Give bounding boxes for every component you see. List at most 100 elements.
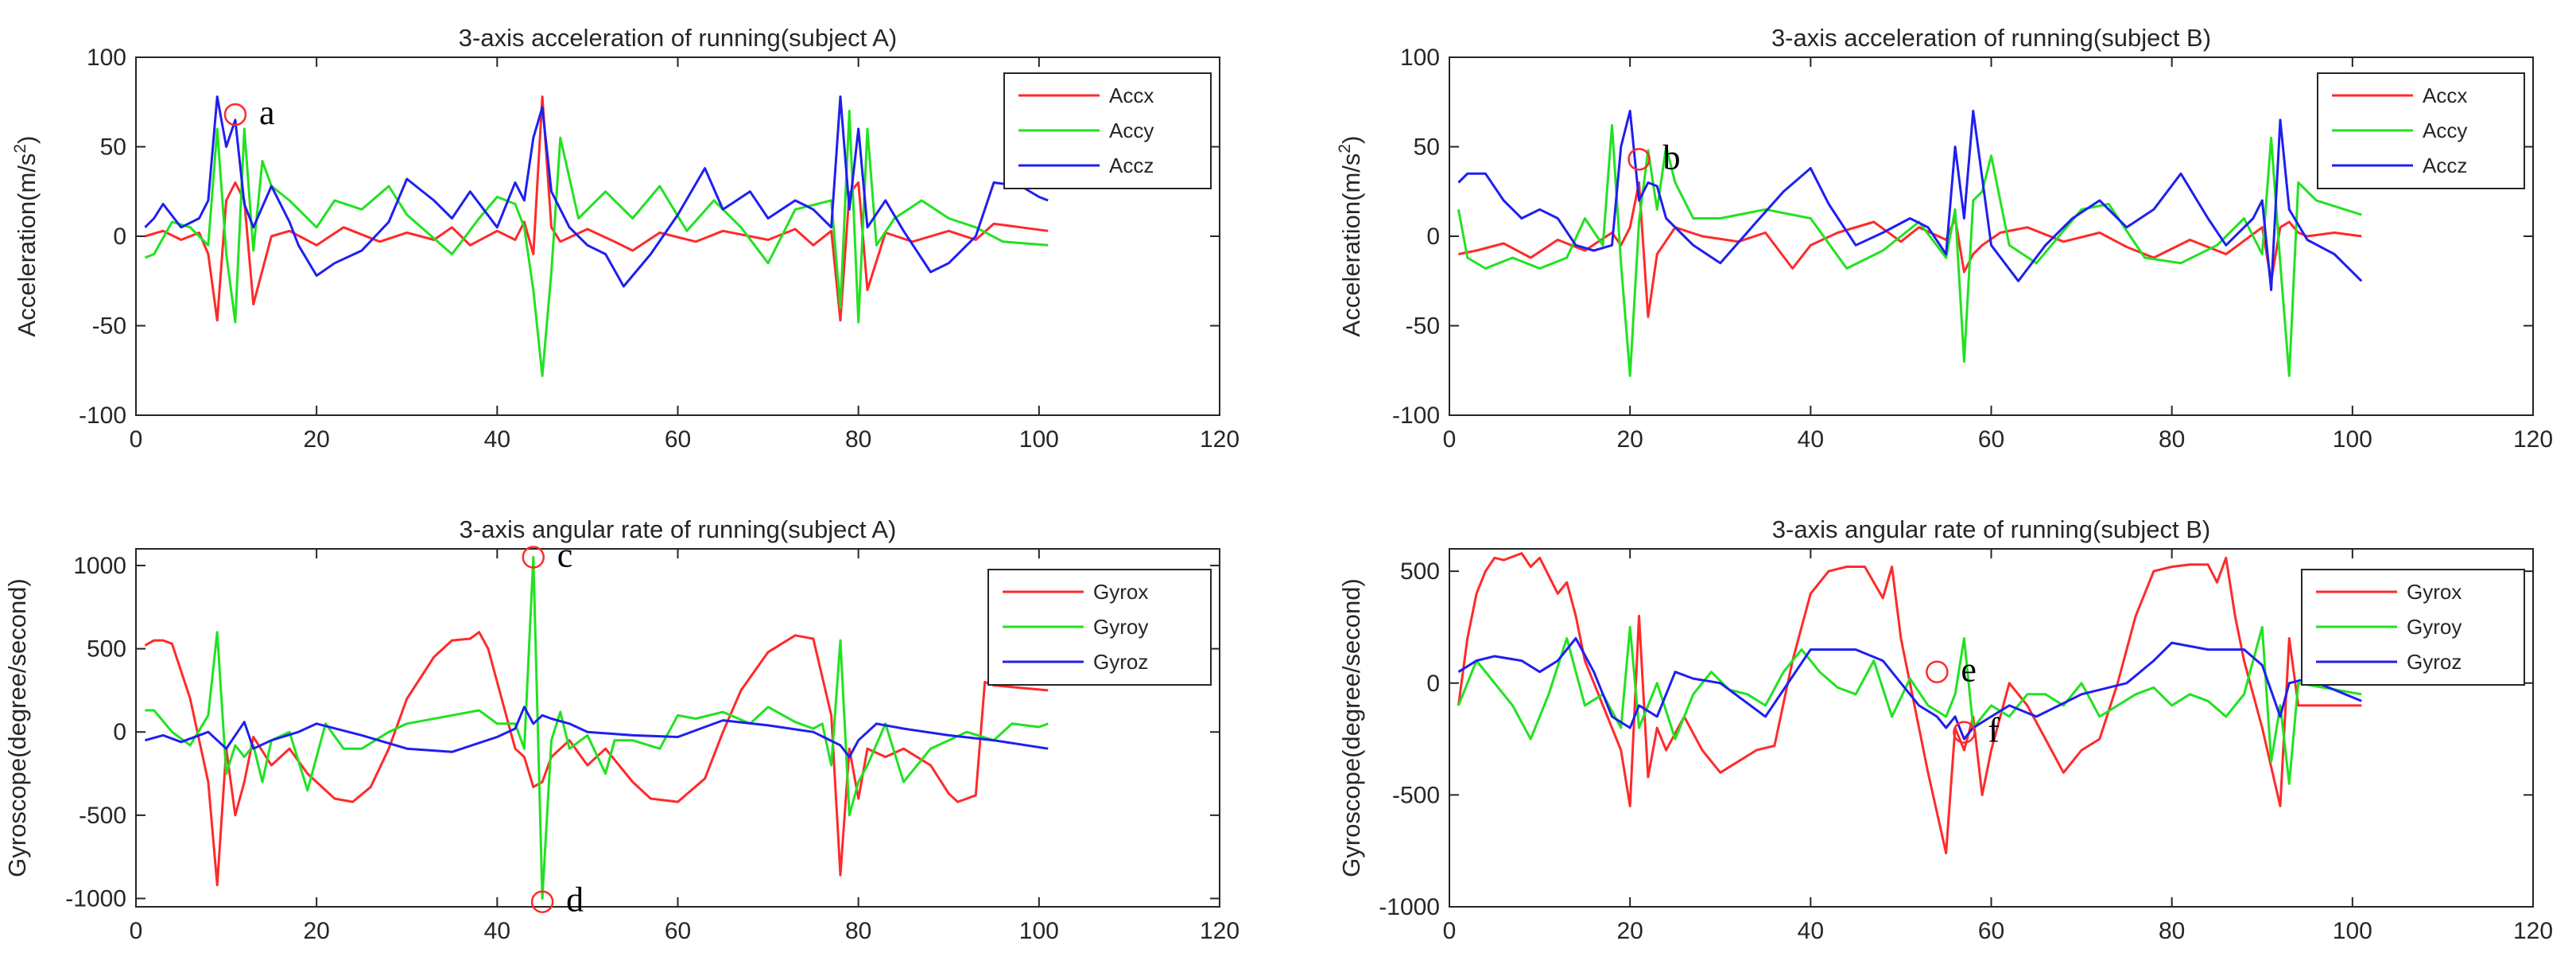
y-axis-label-main: Acceleration(m/s — [1337, 154, 1365, 337]
y-axis-label: Gyroscope(degree/second) — [1337, 578, 1365, 877]
legend-label-accz: Accz — [2423, 154, 2467, 177]
y-axis-label: Acceleration(m/s2) — [11, 136, 41, 337]
x-tick-label: 80 — [2159, 426, 2185, 453]
series-line-gyroz — [144, 706, 1049, 759]
legend-label-accy: Accy — [2423, 119, 2467, 142]
y-tick-label: -50 — [1406, 313, 1440, 340]
y-tick-label: -100 — [79, 402, 126, 429]
x-tick-label: 80 — [2159, 918, 2185, 944]
x-tick-label: 80 — [845, 918, 871, 944]
x-tick-label: 0 — [1443, 918, 1457, 944]
annotation-marker-c — [522, 546, 545, 569]
annotation-label-c: c — [557, 535, 573, 574]
y-axis-label: Acceleration(m/s2) — [1336, 136, 1365, 337]
legend-label-gyroz: Gyroz — [2407, 650, 2462, 674]
x-tick-label: 100 — [1019, 918, 1059, 944]
annotation-marker-b — [1627, 148, 1651, 171]
annotation-label-d: d — [566, 881, 584, 920]
x-tick-label: 60 — [1978, 426, 2004, 453]
y-tick-label: 500 — [1400, 558, 1440, 585]
chart-panel-3: 0 20 40 60 80 100 120 1000 500 0 -500 -1000 3-axis a… — [3, 515, 1240, 944]
y-tick-label: -1000 — [1379, 894, 1440, 920]
series-line-accy — [144, 110, 1049, 377]
y-tick-label: 100 — [87, 45, 126, 71]
x-tick-label: 0 — [130, 918, 143, 944]
chart-panel-1: 0 20 40 60 80 100 120 100 50 0 -50 -100 3-axis accel… — [11, 24, 1240, 453]
legend-label-gyrox: Gyrox — [1093, 580, 1148, 604]
annotation-label-b: b — [1663, 138, 1681, 177]
y-tick-label: -500 — [1392, 782, 1440, 808]
series-line-accy — [1457, 124, 2362, 377]
x-tick-label: 20 — [303, 426, 329, 453]
x-tick-label: 120 — [1200, 426, 1240, 453]
y-tick-label: 1000 — [73, 553, 126, 579]
x-tick-label: 60 — [665, 426, 691, 453]
x-tick-label: 100 — [2333, 426, 2372, 453]
y-tick-label: 50 — [100, 134, 126, 161]
series-line-gyrox — [144, 631, 1049, 887]
x-tick-label: 120 — [2513, 426, 2553, 453]
y-tick-label: 50 — [1414, 134, 1440, 161]
x-tick-label: 20 — [303, 918, 329, 944]
x-tick-label: 0 — [130, 426, 143, 453]
chart-panel-4: 0 20 40 60 80 100 120 500 0 -500 -1000 3-axis angul… — [1337, 515, 2553, 944]
x-tick-label: 60 — [665, 918, 691, 944]
legend-label-accz: Accz — [1109, 154, 1154, 177]
y-tick-label: -1000 — [65, 886, 126, 912]
chart-panel-2: 0 20 40 60 80 100 120 100 50 0 -50 -100 3-axis accel… — [1336, 24, 2553, 453]
y-tick-label: -50 — [92, 313, 126, 340]
y-axis-label-tail: ) — [13, 136, 41, 144]
legend-label-gyroy: Gyroy — [1093, 615, 1148, 639]
x-tick-label: 120 — [2513, 918, 2553, 944]
annotation-label-e: e — [1961, 651, 1977, 690]
legend-label-accx: Accx — [1109, 84, 1154, 107]
y-tick-label: 0 — [113, 719, 126, 745]
annotation-marker-f — [1953, 721, 1976, 744]
legend-label-gyrox: Gyrox — [2407, 580, 2462, 604]
x-tick-label: 40 — [484, 426, 510, 453]
series-line-gyrox — [1457, 552, 2362, 854]
legend-label-accx: Accx — [2423, 84, 2467, 107]
x-tick-label: 100 — [1019, 426, 1059, 453]
chart-title: 3-axis angular rate of running(subject A… — [460, 515, 897, 543]
chart-title: 3-axis angular rate of running(subject B… — [1772, 515, 2210, 543]
y-tick-label: 0 — [1426, 671, 1440, 697]
x-tick-label: 40 — [1798, 918, 1824, 944]
x-tick-label: 0 — [1443, 426, 1457, 453]
y-tick-label: 500 — [87, 636, 126, 663]
series-line-gyroy — [145, 556, 1049, 900]
chart-title: 3-axis acceleration of running(subject A… — [459, 24, 897, 52]
y-axis-label-superscript: 2 — [1336, 144, 1354, 154]
y-tick-label: 100 — [1400, 45, 1440, 71]
x-tick-label: 40 — [484, 918, 510, 944]
x-tick-label: 80 — [845, 426, 871, 453]
annotation-label-a: a — [259, 93, 275, 132]
x-tick-label: 40 — [1798, 426, 1824, 453]
x-tick-label: 20 — [1616, 918, 1643, 944]
x-tick-label: 100 — [2333, 918, 2372, 944]
series-line-gyroy — [1457, 625, 2362, 785]
legend-label-accy: Accy — [1109, 119, 1154, 142]
y-axis-label-superscript: 2 — [11, 144, 29, 154]
chart-title: 3-axis acceleration of running(subject B… — [1771, 24, 2211, 52]
y-tick-label: -100 — [1392, 402, 1440, 429]
y-tick-label: -500 — [79, 803, 126, 829]
x-tick-label: 60 — [1978, 918, 2004, 944]
series-line-accz — [1457, 110, 2363, 291]
y-axis-label-tail: ) — [1337, 136, 1365, 144]
annotation-marker-d — [530, 890, 554, 913]
y-axis-label: Gyroscope(degree/second) — [3, 578, 31, 877]
y-tick-label: 0 — [113, 224, 126, 250]
series-line-gyroz — [1457, 637, 2362, 741]
series-line-accz — [144, 95, 1049, 288]
x-tick-label: 20 — [1616, 426, 1643, 453]
annotation-label-f: f — [1988, 711, 2000, 750]
legend-label-gyroz: Gyroz — [1093, 650, 1148, 674]
x-tick-label: 120 — [1200, 918, 1240, 944]
annotation-marker-e — [1926, 660, 1949, 683]
y-axis-label-main: Acceleration(m/s — [13, 154, 41, 337]
annotation-marker-a — [223, 103, 247, 126]
legend-label-gyroy: Gyroy — [2407, 615, 2462, 639]
y-tick-label: 0 — [1426, 224, 1440, 250]
